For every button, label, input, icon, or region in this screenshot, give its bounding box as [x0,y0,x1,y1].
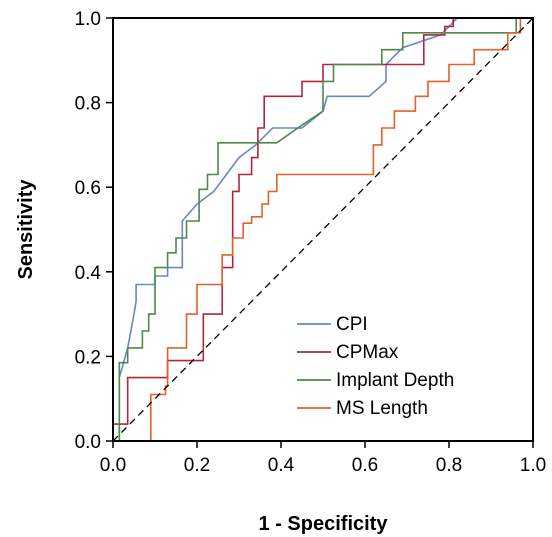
series-line-cpmax [113,17,533,425]
series-line-cpi [113,17,533,442]
reference-diagonal-line [112,17,534,442]
y-tick-label: 0.0 [75,432,101,453]
legend-label: Implant Depth [336,370,454,391]
x-axis: 0.0 0.2 0.4 0.6 0.8 1.0 [100,441,546,476]
y-tick-label: 1.0 [75,9,101,30]
x-tick-label: 0.8 [436,455,462,476]
y-tick-label: 0.6 [75,178,101,199]
plot-frame [112,17,534,442]
x-tick-label: 1.0 [520,455,546,476]
legend-label: CPI [336,314,368,335]
y-tick-label: 0.8 [75,94,101,115]
series-line-implant-depth [113,17,533,442]
legend: CPI CPMax Implant Depth MS Length [297,314,454,419]
y-axis: 0.0 0.2 0.4 0.6 0.8 1.0 [75,9,113,453]
legend-label: MS Length [336,398,428,419]
y-axis-title: Sensitivity [15,179,37,280]
series-layer [113,17,533,442]
x-tick-label: 0.2 [184,455,210,476]
x-axis-title: 1 - Specificity [259,513,389,535]
y-tick-label: 0.2 [75,347,101,368]
series-line-ms-length [150,17,533,441]
y-tick-label: 0.4 [75,263,102,284]
x-tick-label: 0.4 [268,455,295,476]
x-tick-label: 0.0 [100,455,126,476]
legend-label: CPMax [336,342,399,363]
x-tick-label: 0.6 [352,455,378,476]
